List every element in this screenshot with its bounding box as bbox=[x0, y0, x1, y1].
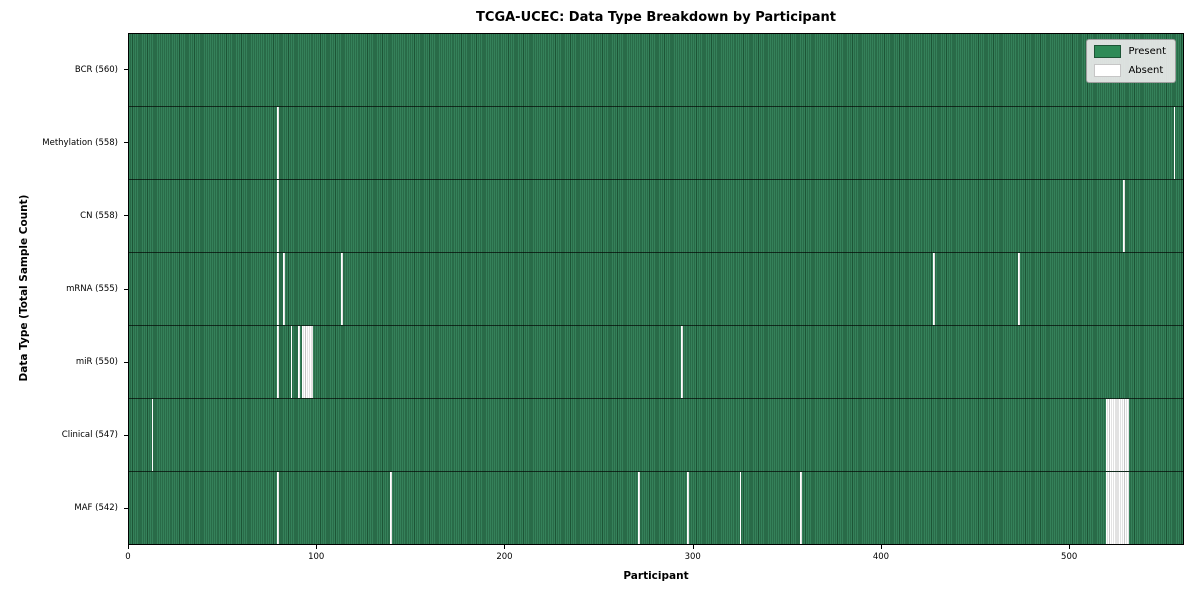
ytick-label-mRNA: mRNA (555) bbox=[66, 284, 118, 294]
ytick-label-Clinical: Clinical (547) bbox=[61, 430, 118, 441]
row-CN bbox=[129, 179, 1183, 252]
absent-stripe bbox=[933, 253, 935, 325]
row-BCR bbox=[129, 34, 1183, 106]
ytick-mark bbox=[124, 215, 128, 217]
absent-stripe bbox=[290, 326, 293, 398]
ytick-mark bbox=[124, 434, 128, 436]
absent-stripe bbox=[277, 326, 280, 398]
xtick-label-100: 100 bbox=[308, 552, 325, 562]
plot-area: Present Absent bbox=[128, 33, 1184, 545]
xtick-label-0: 0 bbox=[125, 552, 131, 562]
absent-stripe bbox=[341, 253, 344, 325]
row-mRNA bbox=[129, 252, 1183, 325]
ytick-label-CN: CN (558) bbox=[80, 210, 118, 221]
absent-stripe bbox=[1105, 472, 1129, 544]
legend: Present Absent bbox=[1086, 39, 1176, 83]
xtick-label-200: 200 bbox=[496, 552, 513, 562]
absent-stripe bbox=[1017, 253, 1020, 325]
ytick-label-BCR: BCR (560) bbox=[74, 64, 118, 75]
ytick-mark bbox=[124, 69, 128, 71]
xtick-mark bbox=[1069, 545, 1071, 549]
legend-item-present: Present bbox=[1094, 45, 1166, 58]
legend-item-absent: Absent bbox=[1094, 64, 1166, 77]
ytick-mark bbox=[124, 361, 128, 363]
absent-stripe bbox=[681, 326, 684, 398]
row-MAF bbox=[129, 471, 1183, 544]
legend-label-present: Present bbox=[1128, 45, 1166, 57]
absent-stripe bbox=[638, 472, 641, 544]
absent-stripe bbox=[1105, 399, 1129, 471]
ytick-mark bbox=[124, 288, 128, 290]
row-Clinical bbox=[129, 398, 1183, 471]
absent-swatch-icon bbox=[1094, 64, 1122, 77]
xtick-label-400: 400 bbox=[872, 552, 890, 562]
absent-stripe bbox=[283, 253, 285, 325]
absent-stripe bbox=[277, 253, 280, 325]
absent-stripe bbox=[687, 472, 689, 544]
row-miR bbox=[129, 325, 1183, 398]
absent-stripe bbox=[151, 399, 154, 471]
xtick-label-500: 500 bbox=[1061, 552, 1078, 562]
xtick-mark bbox=[504, 545, 506, 549]
absent-stripe bbox=[390, 472, 393, 544]
xtick-mark bbox=[316, 545, 318, 549]
absent-stripe bbox=[1122, 180, 1125, 252]
xtick-mark bbox=[692, 545, 694, 549]
xtick-label-300: 300 bbox=[684, 552, 701, 562]
legend-label-absent: Absent bbox=[1128, 64, 1164, 76]
absent-stripe bbox=[277, 107, 280, 179]
ytick-label-MAF: MAF (542) bbox=[74, 503, 118, 514]
absent-stripe bbox=[277, 472, 280, 544]
xtick-mark bbox=[880, 545, 882, 549]
row-Methylation bbox=[129, 106, 1183, 179]
absent-stripe bbox=[739, 472, 742, 544]
absent-stripe bbox=[1173, 107, 1176, 179]
xtick-mark bbox=[128, 545, 129, 549]
absent-stripe bbox=[298, 326, 300, 398]
ytick-mark bbox=[124, 142, 128, 144]
ytick-label-miR: miR (550) bbox=[75, 357, 118, 368]
absent-stripe bbox=[277, 180, 280, 252]
ytick-label-Methylation: Methylation (558) bbox=[42, 137, 118, 148]
present-swatch-icon bbox=[1094, 45, 1122, 58]
absent-stripe bbox=[301, 326, 314, 398]
absent-stripe bbox=[799, 472, 802, 544]
ytick-mark bbox=[124, 507, 128, 509]
chart-title: TCGA-UCEC: Data Type Breakdown by Partic… bbox=[476, 10, 836, 25]
x-axis-label: Participant bbox=[623, 570, 689, 582]
